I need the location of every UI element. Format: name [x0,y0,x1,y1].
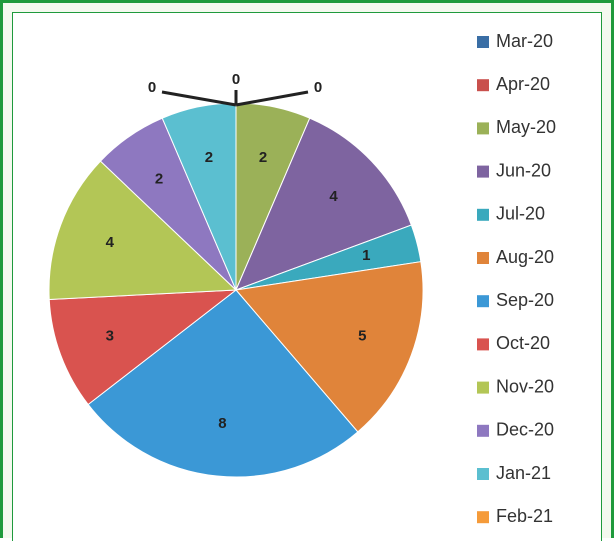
data-label: 0 [232,71,240,88]
data-label: 2 [205,149,213,166]
data-label: 0 [148,79,156,96]
legend-swatch [477,381,489,394]
pie-slice [48,289,238,406]
legend-swatch [477,295,489,308]
legend-label: Sep-20 [496,290,554,310]
legend-swatch [477,468,489,480]
data-label: 0 [314,79,322,96]
legend-label: Dec-20 [496,420,554,440]
data-label: 3 [106,328,114,345]
pie-slice [87,289,359,478]
data-label: 2 [259,149,267,166]
legend-label: Apr-20 [496,74,550,94]
legend-label: May-20 [496,117,556,137]
legend-label: Aug-20 [496,247,554,267]
data-label: 2 [155,170,163,187]
leader-line [235,90,309,107]
legend-label: Feb-21 [496,506,553,526]
pie-slice [48,160,238,300]
leader-line [161,90,237,107]
data-label: 4 [329,188,338,205]
legend-swatch [477,122,489,135]
data-label: 8 [218,415,226,432]
legend-label: Jan-21 [496,463,551,483]
legend-swatch [477,424,489,437]
legend-swatch [477,511,489,524]
legend-label: Oct-20 [496,333,550,353]
legend-swatch [477,252,489,264]
legend-label: Jun-20 [496,160,551,180]
legend-swatch [477,79,489,92]
data-label: 1 [362,247,370,264]
data-label: 5 [358,328,366,345]
legend-label: Jul-20 [496,204,545,224]
data-label: 4 [106,234,115,251]
legend-label: Mar-20 [496,31,553,51]
legend-swatch [477,338,489,351]
pie-slice [235,261,424,433]
legend-swatch [477,165,489,178]
legend-label: Nov-20 [496,376,554,396]
legend-swatch [477,208,489,221]
legend-swatch [477,36,489,48]
pie-slice [235,117,413,291]
